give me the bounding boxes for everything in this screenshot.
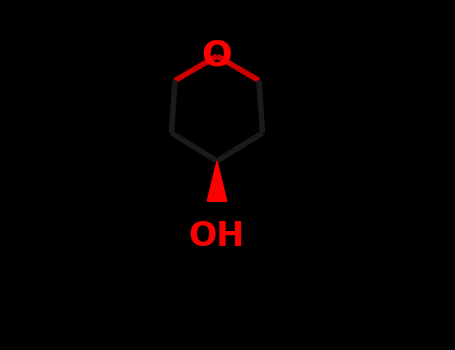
Polygon shape <box>207 161 227 201</box>
Text: OH: OH <box>189 220 245 253</box>
Text: O: O <box>202 39 233 73</box>
